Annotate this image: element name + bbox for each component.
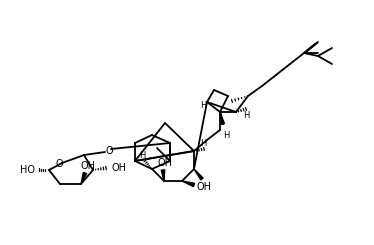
Polygon shape — [194, 169, 203, 180]
Text: OH: OH — [80, 161, 95, 171]
Text: OH: OH — [196, 182, 212, 192]
Text: H: H — [200, 139, 206, 148]
Text: H: H — [243, 111, 249, 121]
Text: O: O — [105, 146, 113, 156]
Polygon shape — [182, 181, 194, 187]
Text: H: H — [223, 132, 229, 140]
Text: OH: OH — [157, 158, 172, 168]
Text: H: H — [139, 151, 145, 160]
Polygon shape — [220, 112, 224, 124]
Text: O: O — [55, 159, 63, 169]
Text: H: H — [200, 101, 206, 110]
Text: HO: HO — [20, 165, 35, 175]
Text: OH: OH — [111, 163, 126, 173]
Polygon shape — [161, 170, 165, 181]
Polygon shape — [81, 172, 87, 184]
